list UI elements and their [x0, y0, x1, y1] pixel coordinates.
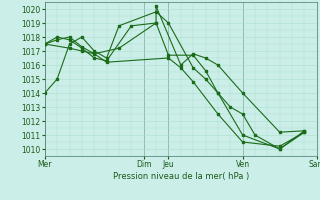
- X-axis label: Pression niveau de la mer( hPa ): Pression niveau de la mer( hPa ): [113, 172, 249, 181]
